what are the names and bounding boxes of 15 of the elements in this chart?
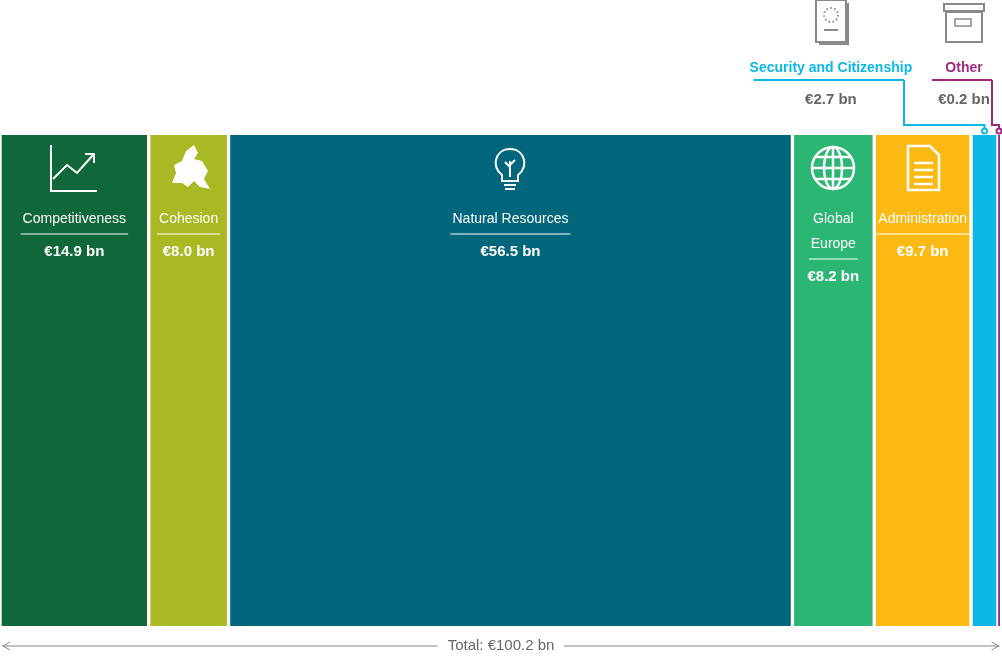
data-label: €2.7 bn [805, 90, 857, 108]
legend-label: Security and Citizenship [749, 58, 913, 75]
data-label: €56.5 bn [480, 242, 541, 260]
series-label: Natural Resources [452, 209, 569, 226]
series-label: Cohesion [159, 209, 219, 226]
data-label: €9.7 bn [896, 242, 949, 260]
series-label: Global Europe [810, 209, 857, 251]
data-label: €14.9 bn [44, 242, 105, 260]
legend-label: Other [945, 58, 984, 75]
series-label: Administration [878, 209, 968, 226]
data-label: €0.2 bn [938, 90, 990, 108]
data-label: €8.0 bn [162, 242, 215, 260]
series-label: Competitiveness [22, 209, 127, 226]
data-label: €8.2 bn [807, 267, 860, 285]
text: Total: €100.2 bn [447, 636, 555, 654]
